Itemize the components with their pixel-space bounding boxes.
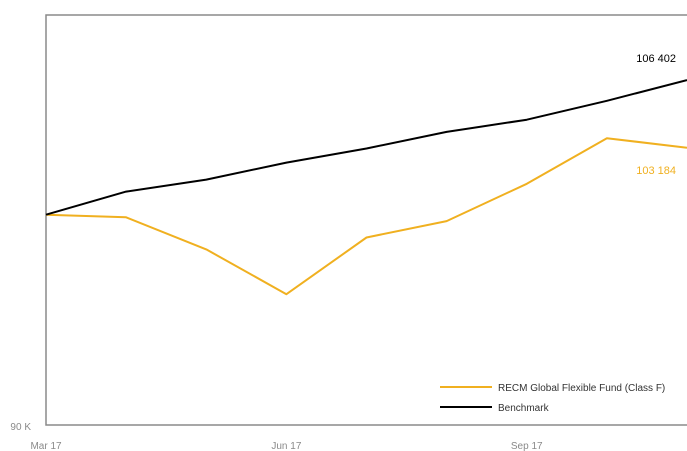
y-tick-labels: 90 K: [10, 422, 31, 433]
plot-frame: [45, 14, 687, 426]
legend-label-0: RECM Global Flexible Fund (Class F): [498, 383, 665, 394]
x-tick-labels: Mar 17 Jun 17 Sep 17: [30, 441, 543, 451]
chart-axes: [45, 14, 687, 426]
series-line-1: [45, 79, 687, 216]
x-tick-label: Mar 17: [30, 441, 62, 451]
legend: RECM Global Flexible Fund (Class F) Bench…: [440, 383, 665, 414]
end-labels: 103 184 106 402: [636, 53, 676, 177]
end-label-0: 103 184: [636, 165, 676, 177]
x-tick-label: Jun 17: [271, 441, 301, 451]
x-tick-label: Sep 17: [511, 441, 543, 451]
series-line-0: [45, 137, 687, 296]
legend-label-1: Benchmark: [498, 403, 550, 414]
series-layer: [45, 79, 687, 296]
end-label-1: 106 402: [636, 53, 676, 65]
y-tick-label: 90 K: [10, 422, 31, 433]
